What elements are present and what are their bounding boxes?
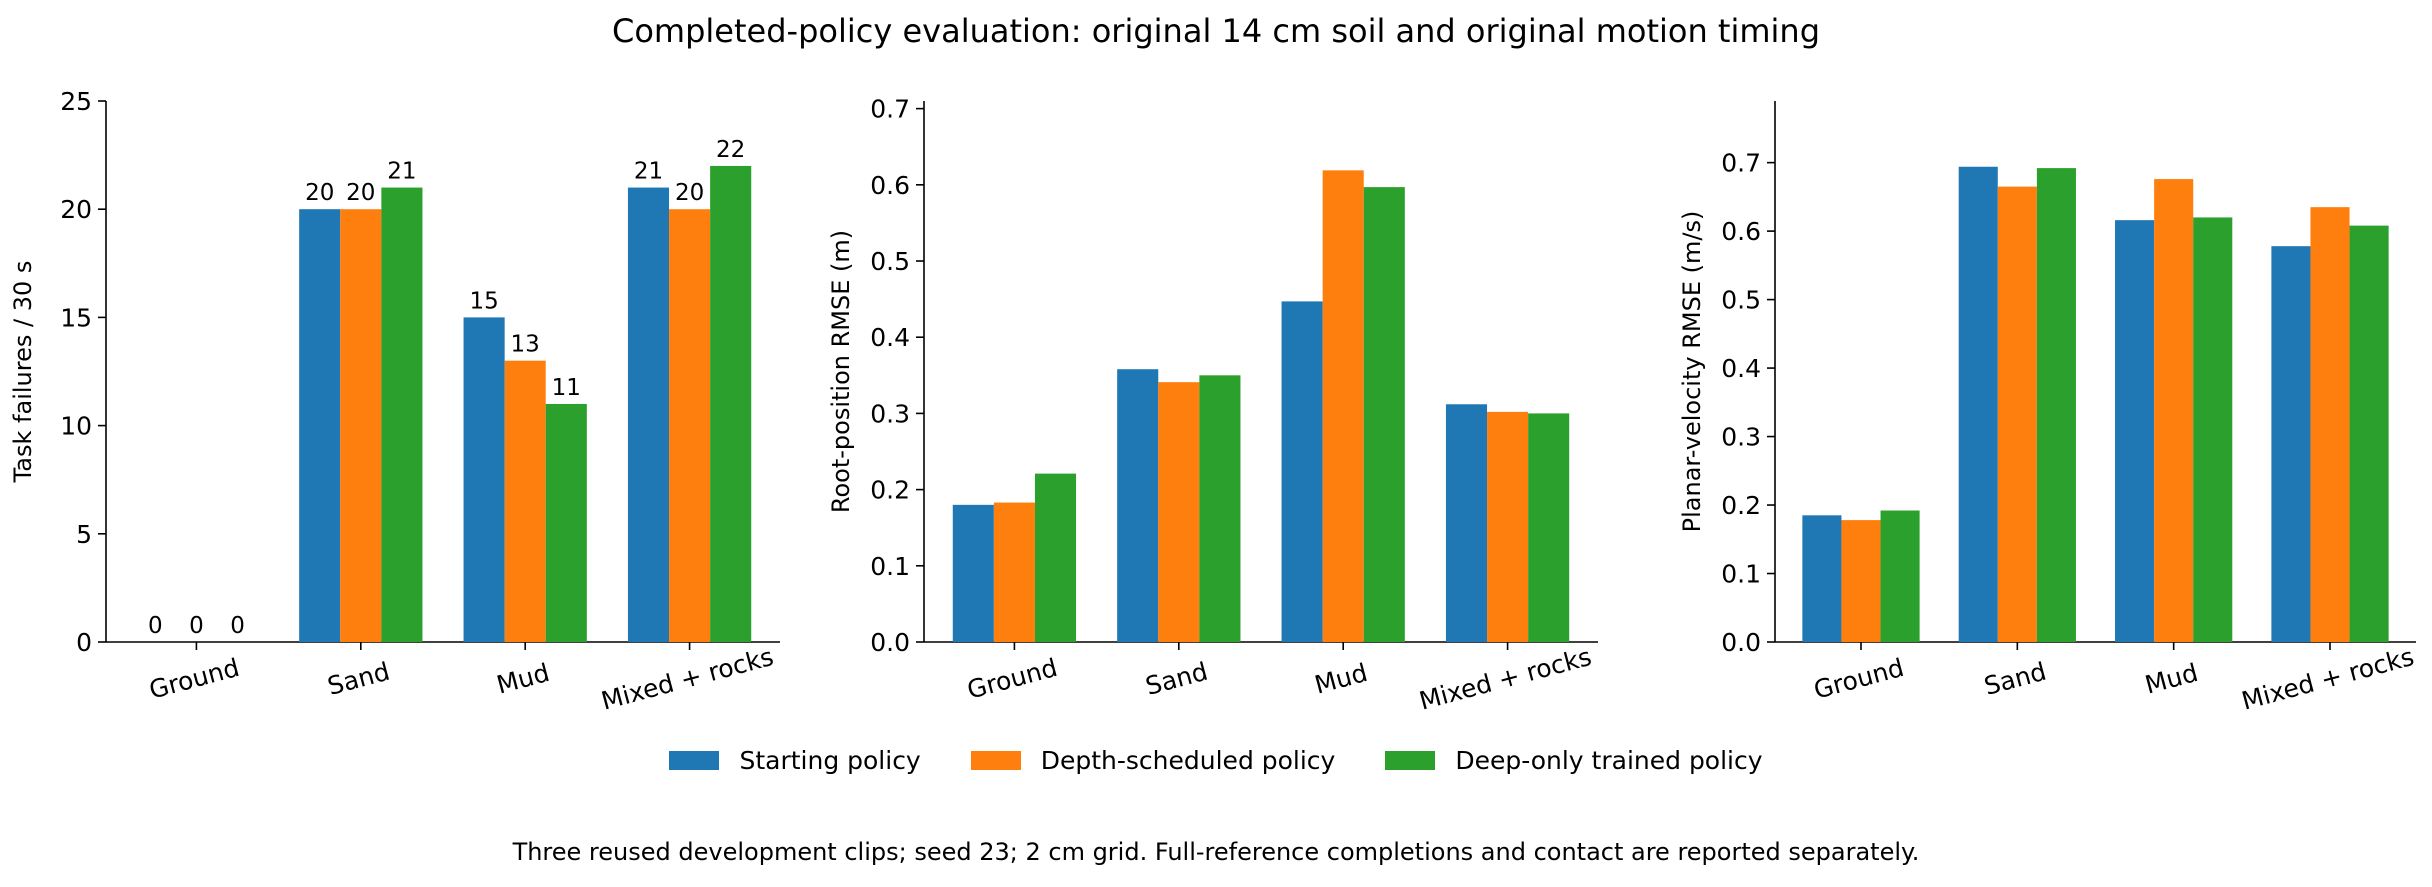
panel-2-bar-depth-scheduled-2 [2154,179,2194,642]
panel-1-xtick-label: Ground [964,653,1060,705]
panel-2-xtick-label: Mud [2142,658,2201,700]
legend-swatch-depth-scheduled [970,751,1021,770]
caption: Three reused development clips; seed 23;… [512,838,1920,866]
panel-1-bar-deep-only-1 [1199,375,1241,642]
panel-0-ytick-label: 25 [60,87,92,116]
panel-1-bar-starting-3 [1445,404,1488,642]
panel-0-ytick-label: 5 [76,520,92,549]
legend-entry-deep-only: Deep-only trained policy [1385,746,1763,775]
panel-0-bar-label-depth-scheduled-0: 0 [189,613,204,639]
panel-0-ytick-label: 0 [76,628,92,657]
panel-0-ytick-label: 10 [60,412,92,441]
legend-swatch-deep-only [1385,751,1436,770]
panel-0-xtick-label: Sand [324,657,392,701]
panel-2-ylabel: Planar-velocity RMSE (m/s) [1678,211,1706,533]
legend-label-depth-scheduled: Depth-scheduled policy [1040,746,1336,775]
panel-0-ylabel: Task failures / 30 s [9,261,37,484]
panel-1-bar-deep-only-3 [1528,413,1570,642]
panel-1-bar-starting-2 [1281,301,1323,642]
panel-0-bar-label-starting-3: 21 [634,159,663,185]
panel-0-xtick-label: Ground [146,653,242,705]
panel-0-ytick-label: 15 [60,303,92,332]
panel-0-bar-deep-only-3 [710,165,752,643]
panel-2-ytick-label: 0.3 [1721,423,1761,452]
panel-2-bar-starting-1 [1958,166,1998,643]
panel-2-ytick-label: 0.5 [1721,286,1761,315]
panel-1-ytick-label: 0.5 [870,247,910,276]
panel-1-ytick-label: 0.4 [870,323,910,352]
panel-1-ytick-label: 0.6 [870,171,910,200]
panel-1-ytick-label: 0.0 [870,628,910,657]
panel-2-bar-depth-scheduled-3 [2310,207,2350,642]
panel-0-xtick-label: Mixed + rocks [598,642,776,716]
panel-0-bar-label-starting-1: 20 [305,180,334,206]
panel-0-xtick-label: Mud [494,658,553,700]
legend-entry-starting: Starting policy [669,746,921,775]
panel-0-bar-label-depth-scheduled-2: 13 [511,332,540,358]
panel-2-ytick-label: 0.2 [1721,491,1761,520]
panel-0-bar-label-starting-0: 0 [148,613,163,639]
panel-1-bar-deep-only-0 [1034,473,1077,642]
legend-swatch-starting [669,751,720,770]
panel-0-bar-deep-only-2 [545,403,587,642]
panel-2-ytick-label: 0.0 [1721,628,1761,657]
panel-0-bar-label-depth-scheduled-3: 20 [675,180,704,206]
panel-0-bar-depth-scheduled-2 [504,360,546,642]
panel-2-xtick-label: Sand [1981,657,2049,701]
panel-1-bar-starting-0 [952,504,994,642]
panel-0-bar-starting-1 [299,209,341,642]
panel-0-bar-label-deep-only-1: 21 [387,159,416,185]
panel-1-xtick-label: Sand [1142,657,1210,701]
panel-0-bar-deep-only-1 [381,187,423,642]
legend-entry-depth-scheduled: Depth-scheduled policy [970,746,1336,775]
panel-1-bar-starting-1 [1117,369,1159,642]
legend-label-deep-only: Deep-only trained policy [1455,746,1763,775]
panel-2-xtick-label: Mixed + rocks [2239,642,2417,716]
panel-2-bar-depth-scheduled-1 [1997,186,2037,643]
panel-2-ytick-label: 0.4 [1721,354,1761,383]
panel-1-bar-depth-scheduled-0 [993,502,1035,642]
panel-0-bar-label-depth-scheduled-1: 20 [346,180,375,206]
chart-title: Completed-policy evaluation: original 14… [612,12,1820,50]
panel-1-bar-depth-scheduled-2 [1322,170,1364,643]
panel-2-xtick-label: Ground [1811,653,1907,705]
panel-1-bar-depth-scheduled-1 [1158,382,1200,642]
panel-0-bar-depth-scheduled-1 [340,209,382,642]
panel-0-bar-label-deep-only-2: 11 [552,375,581,401]
panel-0-bar-label-deep-only-0: 0 [230,613,245,639]
panel-0-bar-label-deep-only-3: 22 [716,137,745,163]
panel-1-ytick-label: 0.7 [870,95,910,124]
panel-1-ytick-label: 0.3 [870,399,910,428]
panel-2-bar-deep-only-0 [1880,510,1920,642]
panel-1-ytick-label: 0.1 [870,552,910,581]
panel-1-ytick-label: 0.2 [870,476,910,505]
panel-2-ytick-label: 0.6 [1721,217,1761,246]
panel-2-bar-starting-0 [1802,515,1842,642]
panel-2-bar-starting-3 [2271,246,2311,642]
legend: Starting policy Depth-scheduled policy D… [0,746,2432,775]
panel-2-bar-depth-scheduled-0 [1841,520,1881,642]
panel-0-bar-label-starting-2: 15 [469,288,498,314]
panel-1-xtick-label: Mixed + rocks [1416,642,1594,716]
panel-2-bar-starting-2 [2115,220,2155,642]
legend-label-starting: Starting policy [739,746,921,775]
panel-2-bar-deep-only-1 [2036,168,2076,642]
panel-1-bar-depth-scheduled-3 [1487,411,1529,642]
panel-0-bar-starting-2 [463,317,505,642]
panel-0-ytick-label: 20 [60,195,92,224]
panel-1-ylabel: Root-position RMSE (m) [827,230,855,513]
panel-2-ytick-label: 0.1 [1721,560,1761,589]
panel-1-xtick-label: Mud [1312,658,1371,700]
panel-0-bar-starting-3 [627,187,670,642]
panel-1-bar-deep-only-2 [1363,187,1405,642]
panel-2-bar-deep-only-3 [2349,225,2389,642]
panel-0-bar-depth-scheduled-3 [669,209,711,642]
panel-2-bar-deep-only-2 [2193,217,2233,642]
panel-2-ytick-label: 0.7 [1721,149,1761,178]
